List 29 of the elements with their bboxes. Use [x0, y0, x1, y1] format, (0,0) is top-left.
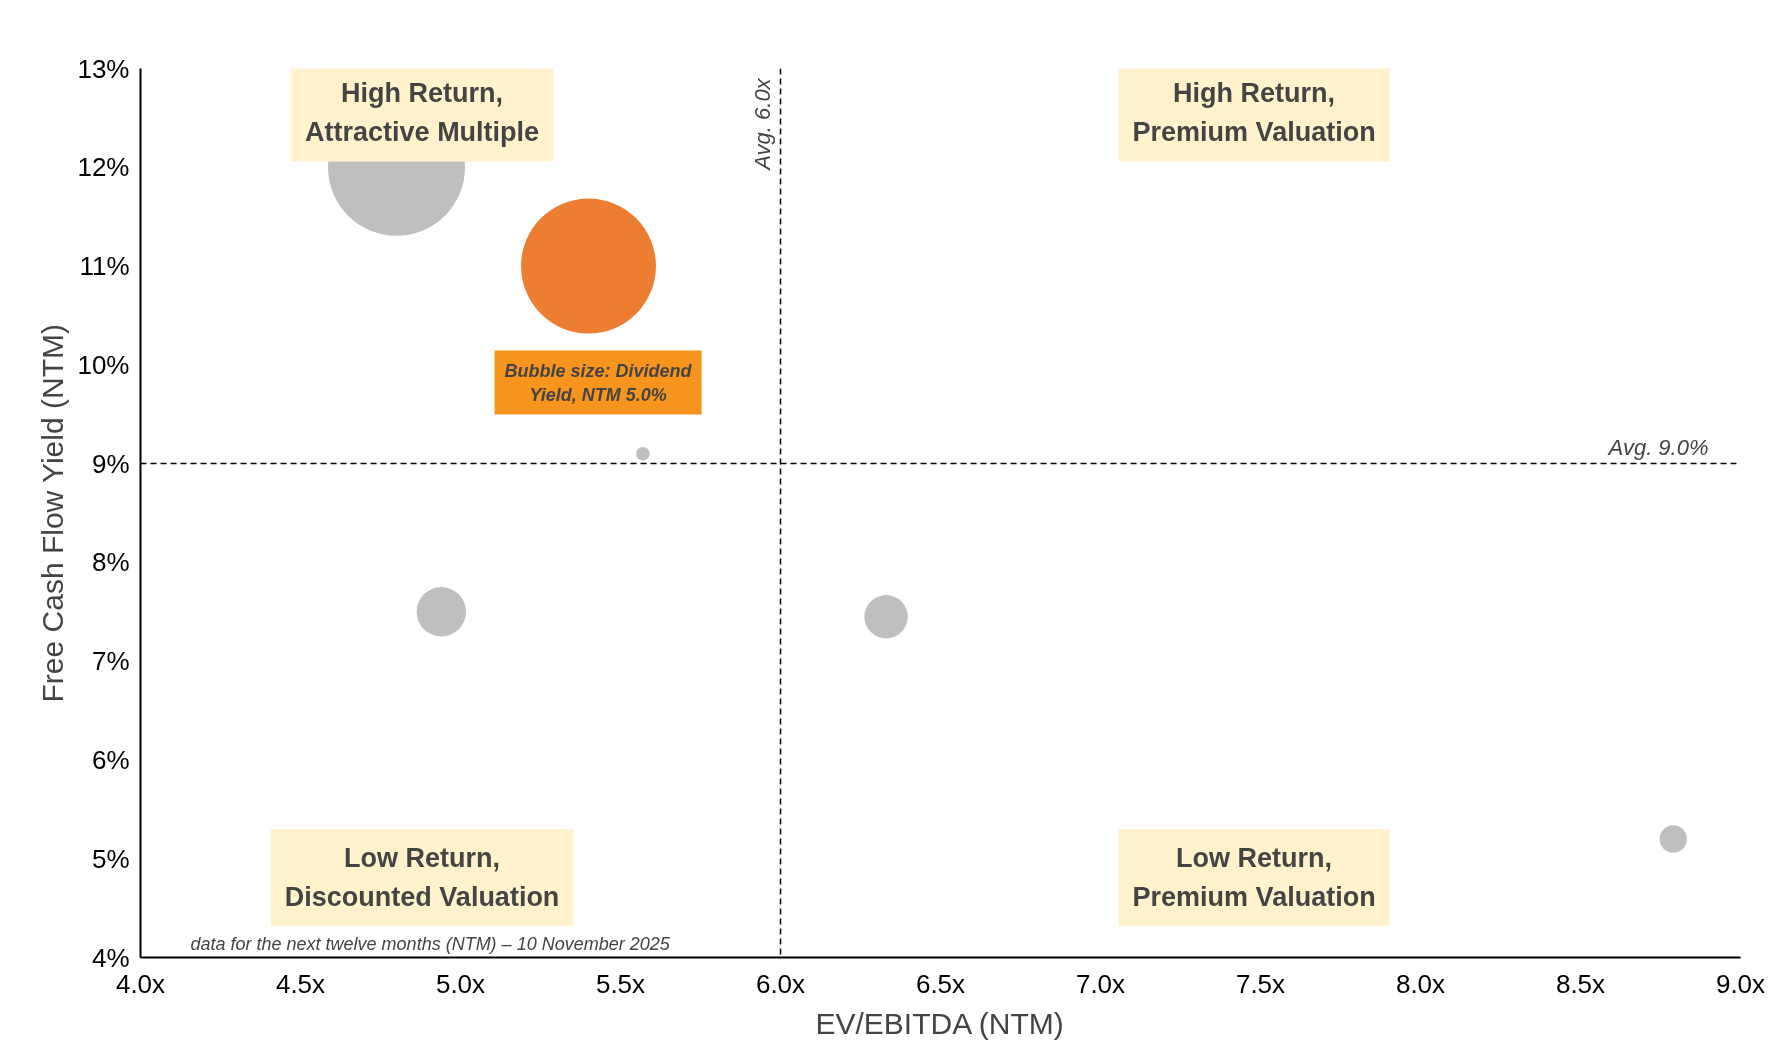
x-tick-label: 8.0x: [1395, 968, 1446, 999]
x-tick-label: 7.0x: [1075, 968, 1126, 999]
y-tick-label: 9%: [91, 448, 130, 479]
annotation: High Return, Premium Valuation: [1132, 78, 1376, 148]
x-tick-label: 9.0x: [1715, 968, 1766, 999]
x-tick-label: 5.5x: [595, 968, 646, 999]
y-axis-title: Free Cash Flow Yield (NTM): [36, 324, 70, 703]
y-tick-label: 12%: [77, 152, 130, 183]
annotation: Bubble size: Dividend Yield, NTM 5.0%: [504, 360, 693, 405]
annotation: Low Return, Discounted Valuation: [284, 842, 560, 912]
y-tick-label: 10%: [77, 349, 130, 380]
x-tick-label: 7.5x: [1235, 968, 1286, 999]
annotation: High Return, Attractive Multiple: [305, 78, 540, 148]
annotation: data for the next twelve months (NTM) – 10 November 2025: [190, 933, 671, 954]
y-tick-label: 7%: [91, 646, 130, 677]
y-tick-label: 13%: [77, 53, 130, 84]
x-axis-title: EV/EBITDA (NTM): [815, 1006, 1064, 1040]
x-tick-label: 8.5x: [1555, 968, 1606, 999]
x-tick-label: 4.5x: [275, 968, 326, 999]
x-tick-label: 6.5x: [915, 968, 966, 999]
y-tick-label: 8%: [91, 547, 130, 578]
ref-line-label: Avg. 6.0x: [749, 77, 775, 172]
x-tick-label: 5.0x: [435, 968, 486, 999]
y-tick-label: 6%: [91, 744, 130, 775]
x-tick-label: 6.0x: [755, 968, 806, 999]
ref-line-label: Avg. 9.0%: [1606, 434, 1709, 460]
y-tick-label: 11%: [79, 251, 130, 282]
y-tick-label: 5%: [91, 843, 130, 874]
annotation: Low Return, Premium Valuation: [1132, 842, 1376, 912]
